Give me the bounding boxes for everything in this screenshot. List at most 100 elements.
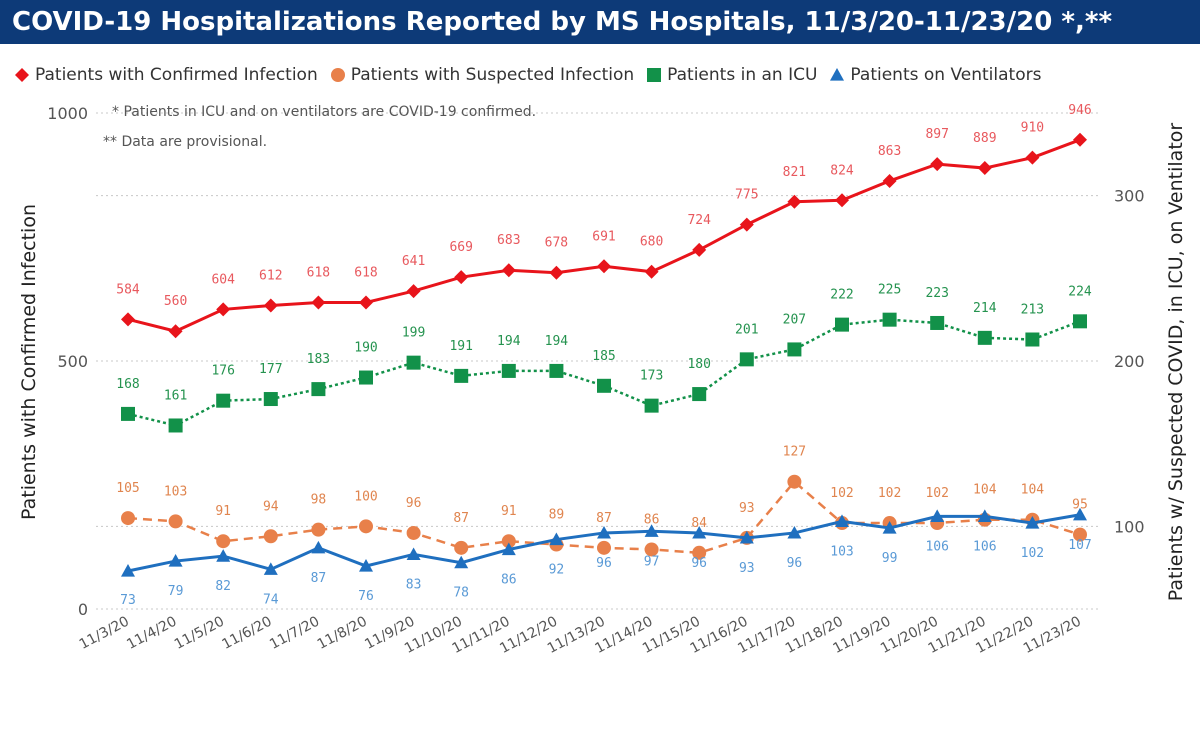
y-right-tick-label: 200 [1114,352,1145,371]
triangle-marker [835,514,849,527]
data-label: 86 [644,512,660,527]
triangle-marker [549,532,564,546]
data-label: 560 [164,294,187,309]
circle-marker [692,545,707,560]
data-label: 207 [783,312,806,327]
data-label: 222 [830,288,853,303]
diamond-marker [739,217,754,232]
triangle-marker [882,520,897,534]
x-tick-label: 11/5/20 [172,613,227,652]
data-label: 97 [644,554,660,569]
circle-marker [501,534,516,549]
triangle-marker [311,540,326,554]
triangle-marker [1025,516,1040,529]
data-label: 103 [164,484,187,499]
note-provisional: ** Data are provisional. [103,134,267,150]
diamond-marker [15,68,29,82]
data-label: 680 [640,235,663,250]
data-label: 99 [882,551,898,566]
data-label: 104 [1021,483,1045,498]
triangle-marker [501,542,516,556]
data-label: 93 [739,501,755,516]
data-label: 190 [354,341,377,356]
data-label: 84 [691,516,707,531]
data-label: 102 [878,486,901,501]
note-icu-ventilator: * Patients in ICU and on ventilators are… [112,104,536,120]
circle-marker [1073,527,1087,542]
data-label: 102 [1021,546,1044,561]
legend: Patients with Confirmed Infection Patient… [14,62,1041,88]
data-label: 185 [592,349,615,364]
legend-square-marker [647,68,662,82]
square-marker [647,68,662,82]
y-right-tick-label: 100 [1114,517,1145,536]
diamond-marker [454,270,469,285]
data-label: 618 [354,265,377,280]
data-label: 910 [1021,121,1044,136]
diamond-marker [1025,150,1040,165]
data-label: 821 [783,165,806,180]
diamond-marker [692,242,707,257]
data-label: 102 [830,486,853,501]
data-label: 669 [449,240,472,255]
data-label: 223 [925,286,948,301]
data-label: 180 [687,357,710,372]
legend-label: Patients with Confirmed Infection [35,65,318,85]
data-label: 87 [453,511,469,526]
square-marker [1073,314,1087,329]
legend-item: Patients with Confirmed Infection [14,65,318,85]
diamond-marker [168,324,183,339]
diamond-marker [359,295,373,310]
data-label: 724 [687,213,711,228]
circle-marker [121,511,135,526]
data-label: 96 [596,556,612,571]
legend-item: Patients on Ventilators [829,65,1041,85]
square-marker [263,392,278,407]
circle-marker [168,514,183,529]
data-label: 73 [120,593,136,608]
data-label: 91 [501,504,517,519]
y-left-tick-label: 0 [78,600,88,619]
data-label: 96 [406,496,422,511]
data-label: 889 [973,131,996,146]
triangle-marker [739,530,754,544]
circle-marker [644,542,659,557]
square-marker [597,378,611,393]
circle-marker [263,529,278,544]
data-label: 214 [973,301,997,316]
data-label: 100 [354,489,377,504]
diamond-marker [977,161,992,176]
data-label: 91 [215,504,231,519]
data-label: 173 [640,369,663,384]
square-marker [882,312,897,327]
y-left-tick-label: 500 [57,352,88,371]
data-label: 168 [116,377,139,392]
diamond-marker [549,265,564,280]
data-label: 87 [311,571,327,586]
square-marker [787,342,802,357]
square-marker [359,370,373,385]
diamond-marker [835,193,849,208]
legend-circle-marker [330,68,345,82]
data-label: 678 [545,236,568,251]
data-label: 98 [311,493,327,508]
legend-diamond-marker [15,68,29,82]
circle-marker [406,525,421,540]
triangle-marker [454,555,469,569]
data-label: 224 [1068,284,1092,299]
data-label: 691 [592,229,615,244]
data-label: 95 [1072,498,1088,513]
data-label: 79 [168,584,184,599]
series-layer [121,132,1087,577]
diamond-marker [216,302,231,317]
legend-item: Patients in an ICU [646,65,817,85]
diamond-marker [501,263,516,278]
data-label: 177 [259,362,282,377]
data-label: 127 [783,445,806,460]
x-tick-label: 11/3/20 [77,613,132,652]
data-label: 161 [164,388,187,403]
diamond-marker [597,259,611,274]
diamond-marker [263,298,278,313]
square-marker [501,363,516,378]
square-marker [121,406,135,421]
